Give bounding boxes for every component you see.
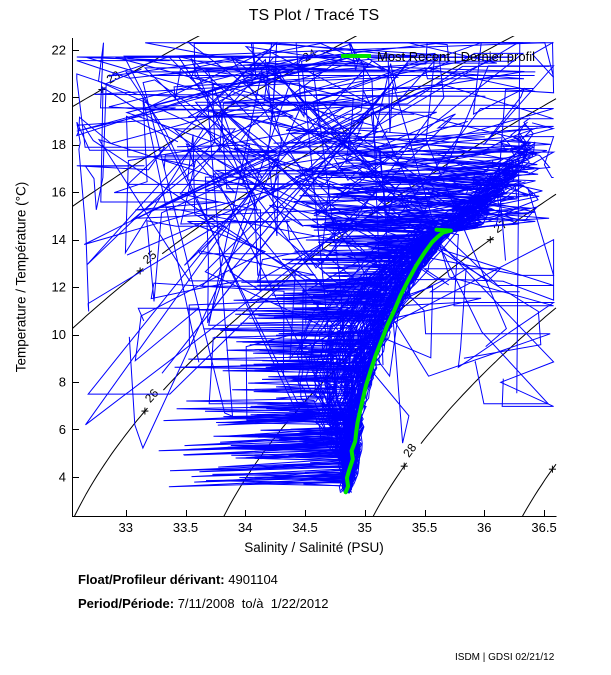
svg-text:33.5: 33.5 [173,520,198,535]
svg-text:23: 23 [104,68,123,87]
svg-text:6: 6 [59,422,66,437]
period-annotation: Period/Période: 7/11/2008 to/à 1/22/2012 [78,596,329,611]
svg-text:4: 4 [59,469,66,484]
y-axis-label: Temperature / Température (°C) [13,181,29,373]
svg-text:8: 8 [59,374,66,389]
svg-text:34.5: 34.5 [292,520,317,535]
float-annotation-value: 4901104 [224,572,278,587]
legend: Most Recent | Dernier profil [341,48,535,64]
svg-text:36.5: 36.5 [531,520,556,535]
legend-line-swatch [341,54,371,58]
svg-text:20: 20 [52,90,66,105]
period-annotation-label: Period/Période: [78,596,175,611]
svg-text:18: 18 [52,137,66,152]
svg-text:34: 34 [238,520,252,535]
x-axis-label: Salinity / Salinité (PSU) [244,540,384,555]
svg-text:35.5: 35.5 [412,520,437,535]
svg-text:35: 35 [358,520,372,535]
period-annotation-value: 7/11/2008 to/à 1/22/2012 [174,596,329,611]
svg-text:36: 36 [477,520,491,535]
float-annotation-label: Float/Profileur dérivant: [78,572,225,587]
svg-text:16: 16 [52,185,66,200]
chart-title: TS Plot / Tracé TS [248,7,380,24]
svg-text:10: 10 [52,327,66,342]
legend-label: Most Recent | Dernier profil [377,48,535,64]
svg-text:14: 14 [52,232,66,247]
footer-credit: ISDM | GDSI 02/21/12 [455,652,555,663]
svg-text:22: 22 [52,42,66,57]
float-annotation: Float/Profileur dérivant: 4901104 [78,572,278,587]
svg-text:33: 33 [119,520,133,535]
svg-text:12: 12 [52,280,66,295]
